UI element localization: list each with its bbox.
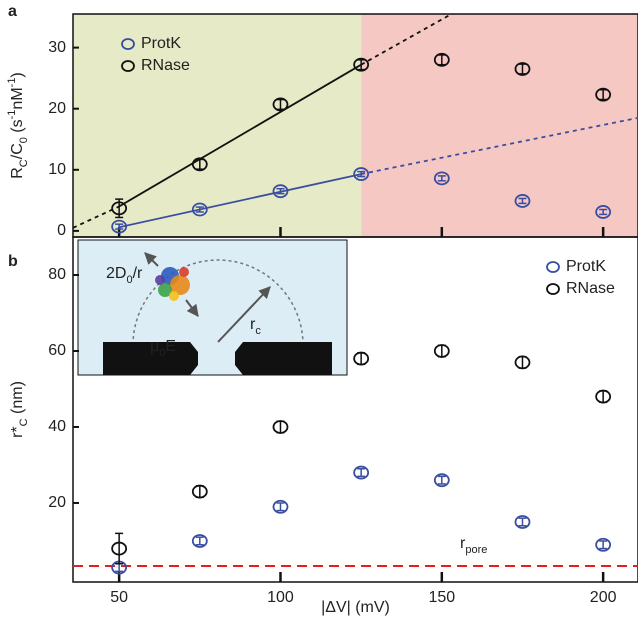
y-axis-label-part: C — [18, 159, 30, 167]
reference-label-part: pore — [465, 544, 487, 556]
x-axis-label: |ΔV| (mV) — [321, 599, 390, 616]
region — [361, 14, 638, 237]
marker — [433, 473, 450, 488]
y-axis-label-part: 0 — [18, 137, 30, 143]
arrow — [185, 299, 199, 317]
x-tick-label: 100 — [267, 589, 294, 606]
marker — [595, 537, 612, 552]
inset-label: 2D0/r — [106, 265, 143, 286]
fit-line — [118, 173, 362, 229]
fit-line — [360, 13, 452, 66]
y-tick-label: 30 — [48, 39, 66, 56]
legend-label: ProtK — [141, 35, 181, 52]
marker — [272, 184, 289, 199]
y-tick-label: 60 — [48, 342, 66, 359]
marker — [353, 57, 370, 72]
marker — [433, 344, 450, 358]
fit-line — [72, 205, 120, 229]
protein — [170, 275, 190, 295]
arrow — [217, 286, 271, 343]
inset-label: μ0E — [150, 338, 176, 359]
x-tick-label: 200 — [590, 589, 617, 606]
x-tick-label: 150 — [428, 589, 455, 606]
marker — [595, 87, 612, 102]
marker — [433, 52, 450, 67]
membrane — [103, 342, 198, 375]
panel-label: b — [8, 253, 18, 270]
marker — [595, 389, 612, 404]
y-axis-label: RC/C0 (s-1nM-1) — [6, 72, 30, 179]
y-axis-label-part: -1 — [6, 110, 18, 120]
y-axis-label-part: C — [18, 418, 30, 426]
inset-label-part: 0 — [126, 274, 132, 286]
marker — [514, 355, 531, 370]
y-axis-label-part: ) — [9, 72, 26, 77]
y-axis-label-part: (nm) — [9, 381, 26, 418]
y-tick-label: 10 — [48, 161, 66, 178]
legend-marker — [121, 60, 135, 72]
inset-label-part: r — [250, 316, 256, 333]
protein — [155, 275, 165, 285]
marker — [191, 202, 208, 217]
legend-marker — [121, 38, 135, 50]
inset-label-part: μ — [150, 338, 159, 355]
marker — [272, 420, 289, 434]
marker — [353, 351, 370, 366]
marker — [514, 62, 531, 76]
y-axis-label-part: -1 — [6, 78, 18, 88]
marker — [433, 171, 450, 186]
marker — [353, 465, 370, 480]
marker — [191, 484, 208, 499]
y-axis-label: r*C (nm) — [9, 381, 30, 438]
inset-label-part: E — [165, 338, 176, 355]
protein — [158, 283, 172, 297]
x-tick-label: 50 — [110, 589, 128, 606]
y-tick-label: 0 — [57, 222, 66, 239]
marker — [191, 534, 208, 548]
capture-radius — [132, 259, 304, 346]
inset-label: rc — [250, 316, 261, 337]
fit-line — [360, 116, 638, 175]
marker — [272, 97, 289, 112]
marker — [111, 201, 128, 216]
marker — [595, 205, 612, 219]
marker — [514, 515, 531, 529]
legend-marker — [546, 261, 560, 273]
inset-label-part: c — [255, 325, 261, 337]
marker — [111, 219, 128, 234]
arrow — [144, 252, 159, 267]
y-tick-label: 40 — [48, 418, 66, 435]
reference-label-part: r — [460, 535, 466, 552]
y-tick-label: 20 — [48, 100, 66, 117]
y-axis-label-part: /C — [9, 143, 26, 159]
marker — [353, 167, 370, 181]
inset-label-part: 2D — [106, 265, 126, 282]
legend-label: RNase — [566, 280, 615, 297]
legend-label: ProtK — [566, 258, 606, 275]
marker — [191, 157, 208, 172]
panel-label: a — [8, 3, 17, 20]
y-tick-label: 80 — [48, 266, 66, 283]
y-axis-label-part: R — [9, 167, 26, 179]
inset-label-part: 0 — [159, 347, 165, 359]
membrane — [235, 342, 332, 375]
protein — [169, 291, 179, 301]
marker — [514, 194, 531, 208]
y-tick-label: 20 — [48, 494, 66, 511]
reference-label: rpore — [460, 535, 487, 556]
y-axis-label-part: nM — [9, 87, 26, 109]
protein — [179, 267, 189, 277]
marker — [272, 499, 289, 514]
plot-frame — [72, 236, 638, 583]
fit-line — [118, 63, 362, 208]
y-axis-label-part: r* — [9, 426, 26, 438]
legend-marker — [546, 283, 560, 295]
legend-label: RNase — [141, 57, 190, 74]
inset-label-part: /r — [133, 265, 143, 282]
marker — [111, 541, 128, 556]
y-axis-label-part: (s — [9, 119, 26, 137]
